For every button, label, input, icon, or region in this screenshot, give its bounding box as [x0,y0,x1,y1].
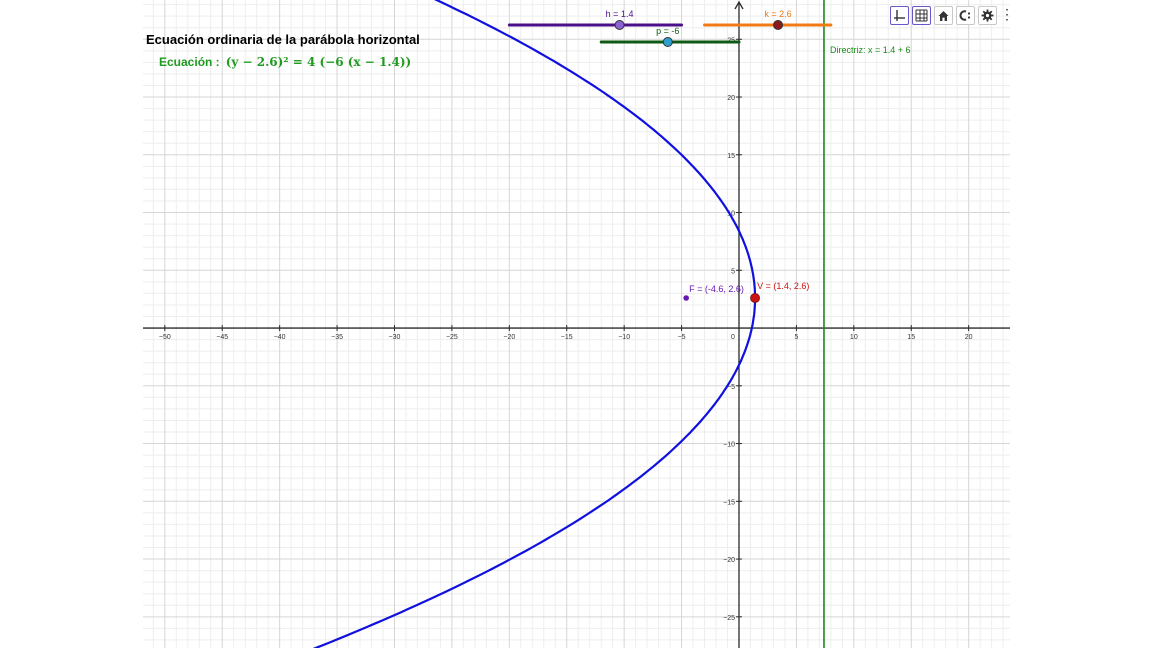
axes [143,0,1010,648]
vertex-label: V = (1.4, 2.6) [757,281,809,291]
more-menu-icon[interactable]: ⋮ [1000,6,1014,22]
x-tick-label: 20 [965,334,973,341]
x-tick-label: −25 [446,334,458,341]
parabola[interactable] [259,0,757,648]
y-tick-label: −5 [727,384,735,391]
axes-toggle-icon[interactable] [890,5,909,25]
y-tick-label: −10 [723,442,735,449]
vertex-point[interactable] [750,293,760,303]
major-grid [143,0,1010,648]
x-tick-label: −5 [678,334,686,341]
plot-canvas[interactable]: −50−45−40−35−30−25−20−15−10−505101520252… [143,0,1010,648]
graphics-toolbar [890,4,997,26]
minor-grid [143,0,1010,648]
y-tick-label: −20 [723,557,735,564]
sliders[interactable]: h = 1.4 p = -6 k = 2.6 [507,9,833,47]
page-title: Ecuación ordinaria de la parábola horizo… [146,32,420,47]
x-tick-label: 10 [850,334,858,341]
y-tick-label: −25 [723,615,735,622]
y-tick-label: 15 [727,153,735,160]
y-tick-label: 20 [727,95,735,102]
slider-p-handle[interactable] [662,37,673,47]
parabola-curve[interactable] [259,0,757,648]
points[interactable]: V = (1.4, 2.6) F = (-4.6, 2.6) [683,281,809,303]
x-tick-label: 15 [907,334,915,341]
y-tick-label: −15 [723,499,735,506]
settings-icon[interactable] [978,5,997,25]
x-tick-label: −50 [159,334,171,341]
graphing-style-icon[interactable] [956,5,975,25]
x-tick-label: −10 [618,334,630,341]
grid-toggle-icon[interactable] [912,5,931,25]
x-tick-label: −20 [503,334,515,341]
x-tick-label: −15 [561,334,573,341]
slider-k-handle[interactable] [773,20,784,30]
slider-k-label: k = 2.6 [764,9,791,19]
x-tick-label: 0 [731,334,735,341]
directrix-label: Directriz: x = 1.4 + 6 [830,45,911,55]
x-tick-label: −45 [216,334,228,341]
tick-labels: −50−45−40−35−30−25−20−15−10−505101520252… [159,37,973,622]
equation-label: Ecuación : [159,55,220,69]
slider-h-handle[interactable] [614,20,625,30]
directrix[interactable]: Directriz: x = 1.4 + 6 [823,0,911,648]
x-tick-label: −35 [331,334,343,341]
y-tick-label: 10 [727,211,735,218]
y-tick-label: 5 [731,268,735,275]
equation-formula: (y − 2.6)² = 4 (−6 (x − 1.4)) [225,55,412,69]
home-icon[interactable] [934,5,953,25]
y-axis-arrow-icon [734,0,744,10]
slider-h-label: h = 1.4 [606,9,634,19]
equation-text: Ecuación : (y − 2.6)² = 4 (−6 (x − 1.4)) [159,55,411,69]
slider-p-label: p = -6 [656,26,679,36]
x-tick-label: −30 [389,334,401,341]
focus-label: F = (-4.6, 2.6) [689,284,744,294]
x-tick-label: 5 [794,334,798,341]
focus-point[interactable] [683,295,689,301]
x-tick-label: −40 [274,334,286,341]
graphics-view[interactable]: −50−45−40−35−30−25−20−15−10−505101520252… [143,0,1010,648]
